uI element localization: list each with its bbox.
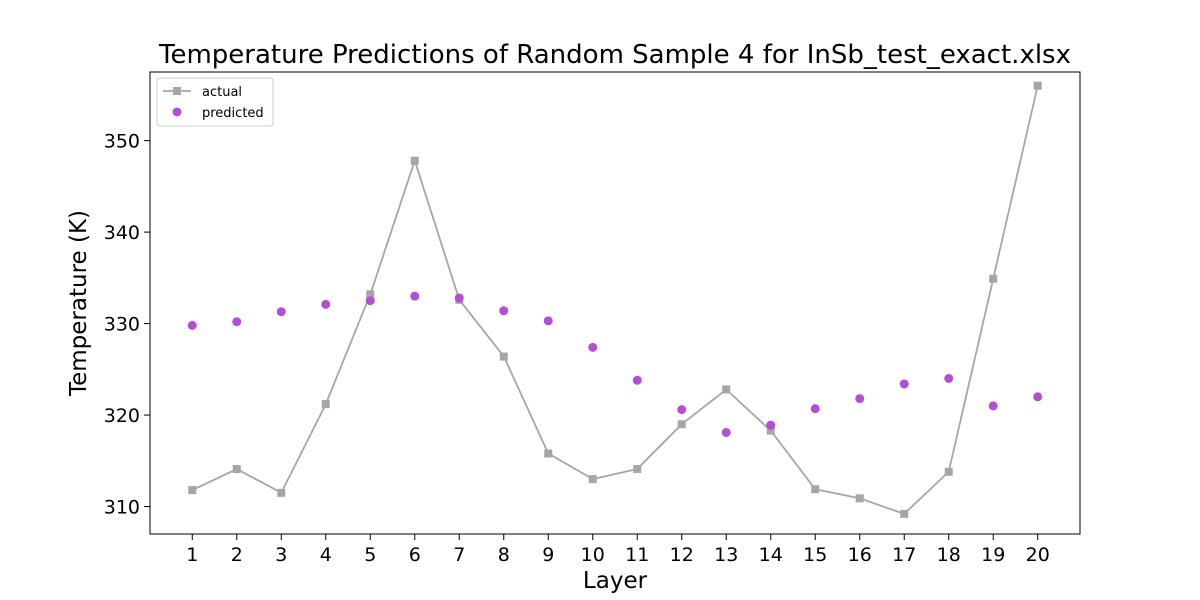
- predicted-point: [632, 375, 642, 385]
- chart-title: Temperature Predictions of Random Sample…: [158, 40, 1071, 70]
- x-tick-label: 1: [186, 544, 198, 566]
- series-markers-predicted: [187, 291, 1043, 437]
- x-tick-label: 10: [581, 544, 605, 566]
- predicted-point: [944, 373, 954, 383]
- x-tick-label: 16: [848, 544, 872, 566]
- predicted-point: [543, 316, 553, 326]
- predicted-point: [454, 293, 464, 303]
- predicted-point: [232, 317, 242, 327]
- x-tick-label: 8: [498, 544, 510, 566]
- predicted-point: [855, 394, 865, 404]
- y-tick-label: 340: [104, 222, 140, 244]
- predicted-point: [988, 401, 998, 411]
- actual-point: [677, 420, 686, 429]
- y-tick-label: 320: [104, 405, 140, 427]
- legend-label-actual: actual: [202, 85, 242, 100]
- y-axis-label: Temperature (K): [66, 210, 92, 397]
- predicted-point: [410, 291, 420, 301]
- actual-point: [900, 509, 909, 518]
- x-tick-label: 13: [714, 544, 738, 566]
- actual-point: [811, 485, 820, 494]
- legend-marker-actual: [173, 87, 181, 95]
- predicted-point: [321, 299, 331, 309]
- series-markers-actual: [188, 81, 1042, 518]
- actual-point: [410, 156, 419, 165]
- x-tick-label: 4: [320, 544, 332, 566]
- actual-point: [1033, 81, 1042, 90]
- y-tick-label: 330: [104, 314, 140, 336]
- x-tick-label: 2: [231, 544, 243, 566]
- predicted-point: [899, 379, 909, 389]
- predicted-point: [365, 296, 375, 306]
- legend-marker-predicted: [172, 107, 182, 117]
- predicted-point: [276, 307, 286, 317]
- x-tick-label: 20: [1026, 544, 1050, 566]
- actual-point: [277, 488, 286, 497]
- actual-point: [499, 352, 508, 361]
- actual-point: [944, 467, 953, 476]
- actual-point: [722, 385, 731, 394]
- actual-point: [366, 290, 375, 299]
- actual-point: [633, 465, 642, 474]
- x-axis: 1 2 3 4 5 6 7 8 9 10 11 12 13 14 15 16 17 18 19 20: [186, 534, 1050, 566]
- x-tick-label: 7: [453, 544, 465, 566]
- x-tick-label: 12: [670, 544, 694, 566]
- predicted-point: [588, 342, 598, 352]
- series-line-actual: [191, 85, 1039, 515]
- legend-box: [156, 77, 274, 127]
- x-tick-label: 18: [937, 544, 961, 566]
- actual-point: [544, 449, 553, 458]
- predicted-point: [766, 420, 776, 430]
- x-tick-label: 15: [803, 544, 827, 566]
- actual-point: [855, 494, 864, 503]
- actual-point: [188, 486, 197, 495]
- predicted-point: [721, 427, 731, 437]
- legend: actual predicted: [156, 77, 274, 127]
- x-tick-label: 9: [542, 544, 554, 566]
- actual-point: [588, 475, 597, 484]
- x-tick-label: 17: [892, 544, 916, 566]
- x-tick-label: 14: [759, 544, 783, 566]
- x-tick-label: 19: [981, 544, 1005, 566]
- x-axis-label: Layer: [583, 568, 648, 594]
- actual-point: [321, 400, 330, 409]
- y-tick-label: 310: [104, 497, 140, 519]
- actual-point: [232, 465, 241, 474]
- predicted-point: [677, 405, 687, 415]
- predicted-point: [810, 404, 820, 414]
- predicted-point: [1033, 392, 1043, 402]
- x-tick-label: 6: [409, 544, 421, 566]
- y-tick-label: 350: [104, 131, 140, 153]
- y-axis: 310 320 330 340 350: [104, 131, 150, 519]
- plot-area-frame: [149, 71, 1081, 535]
- legend-label-predicted: predicted: [202, 106, 264, 121]
- predicted-point: [499, 306, 509, 316]
- x-tick-label: 3: [275, 544, 287, 566]
- actual-point: [766, 426, 775, 435]
- x-tick-label: 11: [625, 544, 649, 566]
- x-tick-label: 5: [364, 544, 376, 566]
- predicted-point: [187, 320, 197, 330]
- actual-point: [989, 274, 998, 283]
